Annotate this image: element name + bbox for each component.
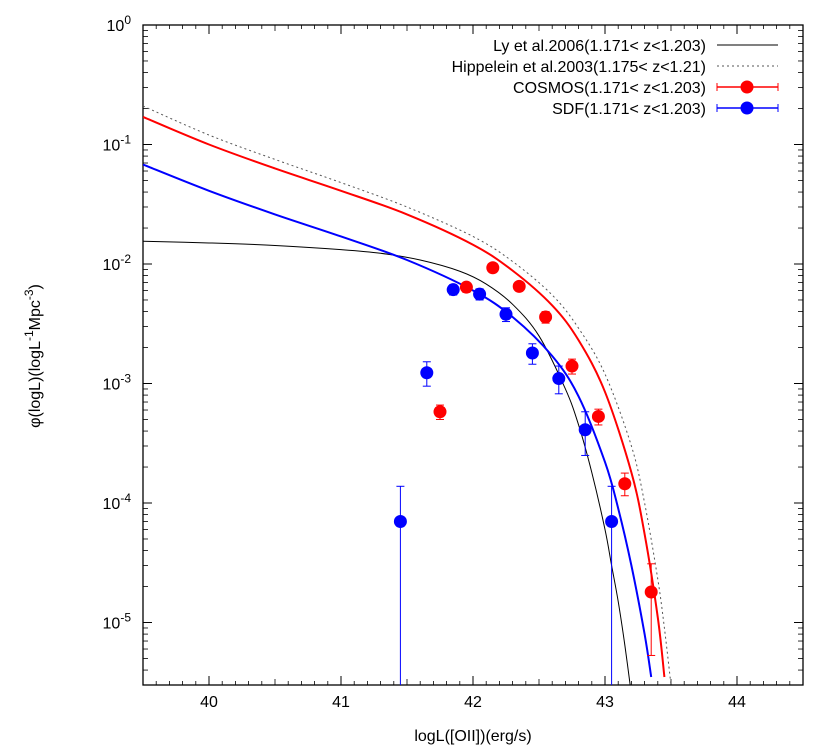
data-point: [393, 515, 407, 529]
x-tick-label: 40: [200, 694, 218, 711]
y-tick-label: 100: [107, 13, 132, 35]
data-point: [499, 307, 513, 321]
legend-marker: [740, 101, 754, 115]
series-line: [143, 240, 631, 685]
y-tick-label: 10-1: [103, 133, 132, 155]
data-point: [552, 372, 566, 386]
data-point: [578, 423, 592, 437]
data-point: [539, 310, 553, 324]
y-axis-label: φ(logL)(logL-1Mpc-3): [22, 284, 44, 428]
legend-label: Ly et al.2006(1.171< z<1.203): [493, 38, 706, 55]
x-axis-label: logL([OII])(erg/s): [414, 728, 531, 745]
y-tick-label: 10-4: [103, 491, 132, 513]
data-point: [486, 261, 500, 275]
plot-frame: [142, 24, 804, 686]
y-axis-label-text: φ(logL)(logL-1Mpc-3): [22, 284, 44, 428]
y-tick-label: 10-5: [103, 611, 132, 633]
data-points: [393, 261, 658, 685]
x-tick-label: 43: [596, 694, 614, 711]
data-point: [433, 405, 447, 419]
series-line: [143, 105, 672, 685]
series-line: [143, 163, 653, 678]
series-line: [143, 116, 666, 678]
data-point: [459, 280, 473, 294]
data-point: [605, 515, 619, 529]
data-point: [644, 585, 658, 599]
y-tick-label: 10-2: [103, 252, 132, 274]
legend-label: COSMOS(1.171< z<1.203): [513, 80, 706, 97]
legend-label: Hippelein et al.2003(1.175< z<1.21): [452, 59, 706, 76]
data-point: [420, 366, 434, 380]
x-tick-label: 44: [728, 694, 746, 711]
axis-ticks: 40 41 42 43 44 10-5 10-4 10-3 10-2 10-1 100: [103, 13, 803, 711]
data-point: [591, 409, 605, 423]
data-point: [473, 287, 487, 301]
x-tick-label: 41: [332, 694, 350, 711]
legend-label: SDF(1.171< z<1.203): [552, 101, 706, 118]
data-point: [512, 279, 526, 293]
data-point: [525, 346, 539, 360]
curves: [143, 105, 672, 685]
x-tick-label: 42: [464, 694, 482, 711]
legend: Ly et al.2006(1.171< z<1.203) Hippelein e…: [452, 38, 779, 118]
y-tick-label: 10-3: [103, 372, 132, 394]
data-point: [446, 283, 460, 297]
data-point: [618, 477, 632, 491]
data-point: [565, 359, 579, 373]
legend-marker: [740, 80, 754, 94]
